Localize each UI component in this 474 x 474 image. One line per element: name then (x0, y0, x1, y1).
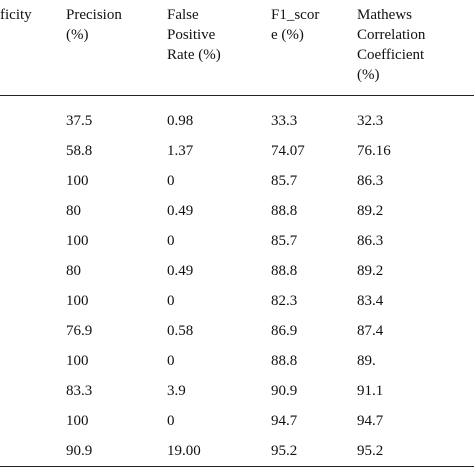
cell-mcc: 89.2 (357, 263, 384, 279)
header-line: ficity (0, 7, 32, 23)
cell-false-positive-rate: 3.9 (167, 383, 186, 399)
table-row: 37.5 0.98 33.3 32.3 (0, 106, 474, 136)
cell-f1-score: 90.9 (271, 383, 298, 399)
cell-f1-score: 88.8 (271, 263, 298, 279)
cell-f1-score: 94.7 (271, 413, 298, 429)
table-row: 58.8 1.37 74.07 76.16 (0, 136, 474, 166)
cell-precision: 100 (66, 233, 89, 249)
cell-f1-score: 88.8 (271, 203, 298, 219)
table-row: 100 0 88.8 89. (0, 346, 474, 376)
header-mathews-correlation-coefficient: Mathews Correlation Coefficient (%) (357, 5, 425, 85)
cell-precision: 37.5 (66, 113, 93, 129)
cell-f1-score: 88.8 (271, 353, 298, 369)
cell-f1-score: 85.7 (271, 233, 298, 249)
cell-mcc: 94.7 (357, 413, 384, 429)
cell-mcc: 95.2 (357, 443, 384, 459)
header-f1-score: F1_scor e (%) (271, 5, 319, 45)
table-row: 80 0.49 88.8 89.2 (0, 196, 474, 226)
cell-mcc: 86.3 (357, 173, 384, 189)
cell-precision: 100 (66, 413, 89, 429)
cell-precision: 100 (66, 293, 89, 309)
cell-precision: 80 (66, 203, 81, 219)
cell-false-positive-rate: 0.49 (167, 203, 194, 219)
table-bottom-rule (0, 466, 474, 467)
table-row: 100 0 82.3 83.4 (0, 286, 474, 316)
table-row: 80 0.49 88.8 89.2 (0, 256, 474, 286)
cell-mcc: 91.1 (357, 383, 384, 399)
table-header: ficity Precision (%) False Positive Rate… (0, 0, 474, 96)
header-line: False (167, 7, 199, 23)
cell-f1-score: 85.7 (271, 173, 298, 189)
header-line: e (%) (271, 27, 304, 43)
table-row: 100 0 85.7 86.3 (0, 226, 474, 256)
table-row: 83.3 3.9 90.9 91.1 (0, 376, 474, 406)
cell-mcc: 83.4 (357, 293, 384, 309)
cell-mcc: 86.3 (357, 233, 384, 249)
cell-precision: 83.3 (66, 383, 93, 399)
header-line: (%) (66, 27, 89, 43)
header-line: Precision (66, 7, 122, 23)
cell-mcc: 89. (357, 353, 376, 369)
cell-f1-score: 33.3 (271, 113, 298, 129)
cell-mcc: 89.2 (357, 203, 384, 219)
cell-false-positive-rate: 0 (167, 353, 175, 369)
header-line: Rate (%) (167, 47, 221, 63)
cell-f1-score: 95.2 (271, 443, 298, 459)
header-precision: Precision (%) (66, 5, 122, 45)
cell-f1-score: 74.07 (271, 143, 305, 159)
cell-false-positive-rate: 1.37 (167, 143, 194, 159)
cell-false-positive-rate: 0 (167, 233, 175, 249)
cell-precision: 90.9 (66, 443, 93, 459)
header-false-positive-rate: False Positive Rate (%) (167, 5, 221, 65)
header-line: Mathews (357, 7, 412, 23)
cell-f1-score: 86.9 (271, 323, 298, 339)
cell-precision: 80 (66, 263, 81, 279)
header-line: Coefficient (357, 47, 425, 63)
table-row: 100 0 85.7 86.3 (0, 166, 474, 196)
header-specificity: ficity (0, 5, 32, 25)
cell-mcc: 32.3 (357, 113, 384, 129)
cell-false-positive-rate: 19.00 (167, 443, 201, 459)
cell-f1-score: 82.3 (271, 293, 298, 309)
header-line: F1_scor (271, 7, 320, 23)
cell-false-positive-rate: 0 (167, 173, 175, 189)
cell-false-positive-rate: 0.58 (167, 323, 194, 339)
header-line: Correlation (357, 27, 426, 43)
table-row: 76.9 0.58 86.9 87.4 (0, 316, 474, 346)
table-row: 100 0 94.7 94.7 (0, 406, 474, 436)
cell-precision: 100 (66, 173, 89, 189)
cell-false-positive-rate: 0.98 (167, 113, 194, 129)
cell-false-positive-rate: 0 (167, 293, 175, 309)
cell-false-positive-rate: 0 (167, 413, 175, 429)
cell-precision: 58.8 (66, 143, 93, 159)
cell-mcc: 76.16 (357, 143, 391, 159)
header-line: Positive (167, 27, 216, 43)
header-line: (%) (357, 67, 380, 83)
cell-mcc: 87.4 (357, 323, 384, 339)
cell-false-positive-rate: 0.49 (167, 263, 194, 279)
cell-precision: 100 (66, 353, 89, 369)
cell-precision: 76.9 (66, 323, 93, 339)
table-row: 90.9 19.00 95.2 95.2 (0, 436, 474, 466)
